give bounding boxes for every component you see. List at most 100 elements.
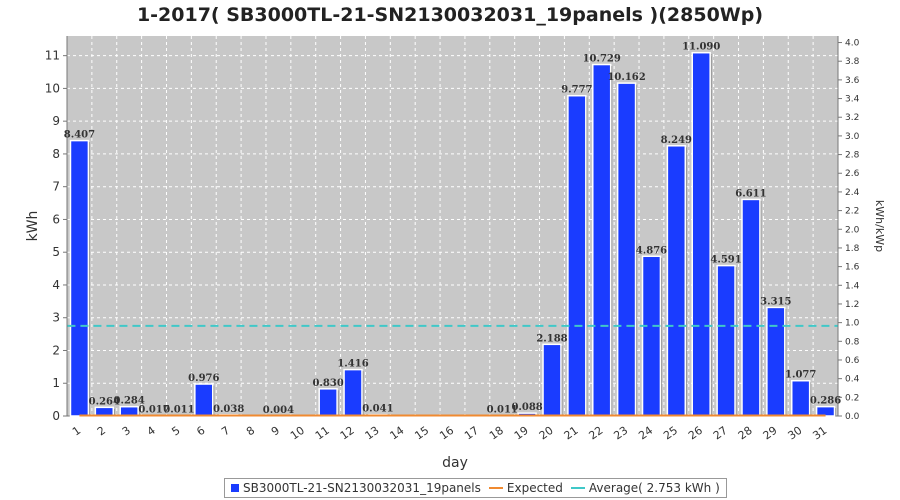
data-label: 10.162 xyxy=(607,72,645,83)
y2-tick-label: 3.8 xyxy=(845,57,860,67)
bar xyxy=(616,82,637,417)
x-tick-label: 4 xyxy=(145,424,158,439)
y2-tick-label: 2.4 xyxy=(845,188,860,198)
y-tick-label: 4 xyxy=(52,278,60,292)
y-tick-label: 10 xyxy=(45,81,60,95)
x-tick-label: 1 xyxy=(70,424,83,439)
x-tick-label: 13 xyxy=(363,424,382,443)
bar xyxy=(790,379,811,417)
y2-tick-label: 2.2 xyxy=(845,207,859,217)
chart-legend: SB3000TL-21-SN2130032031_19panels Expect… xyxy=(224,478,727,498)
y2-tick-label: 1.6 xyxy=(845,263,860,273)
y2-tick-label: 3.6 xyxy=(845,76,860,86)
x-tick-label: 14 xyxy=(388,424,407,443)
data-label: 0.284 xyxy=(114,396,145,407)
data-label: 0.011 xyxy=(487,405,518,416)
y2-axis-title: kWh/kWp xyxy=(873,200,886,252)
x-tick-label: 8 xyxy=(244,424,257,439)
y2-tick-label: 0.8 xyxy=(845,337,860,347)
x-tick-label: 6 xyxy=(194,424,207,439)
data-label: 0.830 xyxy=(312,378,343,389)
y2-tick-label: 1.8 xyxy=(845,244,860,254)
y-tick-label: 1 xyxy=(52,376,60,390)
x-tick-label: 5 xyxy=(169,424,182,439)
bar xyxy=(666,145,687,417)
x-tick-label: 24 xyxy=(636,424,655,443)
data-label: 2.188 xyxy=(536,333,567,344)
y-tick-label: 2 xyxy=(52,343,60,357)
x-tick-label: 10 xyxy=(288,424,307,443)
chart-title: 1-2017( SB3000TL-21-SN2130032031_19panel… xyxy=(136,4,764,26)
x-tick-label: 12 xyxy=(338,424,357,443)
x-tick-label: 17 xyxy=(462,424,481,443)
data-label: 11.090 xyxy=(682,42,720,53)
data-label: 1.416 xyxy=(337,359,368,370)
x-tick-label: 20 xyxy=(537,424,556,443)
y2-tick-label: 0.4 xyxy=(845,375,860,385)
x-tick-label: 2 xyxy=(95,424,108,439)
bar xyxy=(69,139,90,417)
bar xyxy=(592,63,612,417)
y2-tick-label: 3.2 xyxy=(845,113,859,123)
x-tick-label: 11 xyxy=(313,424,332,443)
x-tick-label: 25 xyxy=(661,424,680,443)
y2-tick-label: 3.0 xyxy=(845,132,860,142)
bar xyxy=(691,51,711,417)
y2-tick-label: 1.2 xyxy=(845,300,859,310)
x-tick-label: 26 xyxy=(686,424,705,443)
bar xyxy=(343,368,363,417)
x-tick-label: 29 xyxy=(761,424,780,443)
x-tick-label: 7 xyxy=(219,424,232,439)
data-label: 0.011 xyxy=(163,405,194,416)
legend-swatch-inverter xyxy=(231,484,239,492)
x-axis-title: day xyxy=(442,455,468,471)
y2-tick-label: 4.0 xyxy=(845,39,860,49)
legend-swatch-average xyxy=(570,487,585,489)
x-tick-label: 23 xyxy=(611,424,630,443)
x-tick-label: 9 xyxy=(269,424,282,439)
y-tick-label: 0 xyxy=(52,409,60,423)
data-label: 8.407 xyxy=(64,130,95,141)
data-label: 0.041 xyxy=(362,404,393,415)
bar xyxy=(542,343,562,417)
bar xyxy=(318,388,338,417)
data-label: 3.315 xyxy=(760,296,791,307)
x-tick-label: 21 xyxy=(562,424,581,443)
data-label: 0.976 xyxy=(188,373,219,384)
bar xyxy=(567,94,587,417)
x-tick-label: 15 xyxy=(412,424,431,443)
legend-item-expected: Expected xyxy=(488,481,563,495)
y-tick-label: 3 xyxy=(52,311,60,325)
bar xyxy=(194,383,214,417)
legend-label-inverter: SB3000TL-21-SN2130032031_19panels xyxy=(243,481,481,495)
data-label: 0.286 xyxy=(810,396,841,407)
data-label: 0.264 xyxy=(89,396,120,407)
x-tick-label: 16 xyxy=(437,424,456,443)
y2-tick-label: 2.0 xyxy=(845,225,860,235)
y-tick-label: 9 xyxy=(52,114,60,128)
y2-tick-label: 0.6 xyxy=(845,356,860,366)
y-tick-label: 11 xyxy=(45,49,60,63)
bar xyxy=(641,255,662,417)
x-tick-label: 28 xyxy=(736,424,755,443)
x-tick-label: 3 xyxy=(120,424,133,439)
data-label: 0.017 xyxy=(138,404,169,415)
y-tick-label: 6 xyxy=(52,212,60,226)
y2-tick-label: 0.2 xyxy=(845,393,859,403)
data-label: 6.611 xyxy=(735,188,766,199)
data-label: 0.038 xyxy=(213,404,244,415)
x-tick-label: 31 xyxy=(810,424,829,443)
bar xyxy=(766,306,786,417)
data-label: 9.777 xyxy=(561,85,592,96)
y-axis-title: kWh xyxy=(25,211,41,242)
data-label: 0.088 xyxy=(511,402,542,413)
x-tick-label: 30 xyxy=(785,424,804,443)
legend-item-average: Average( 2.753 kWh ) xyxy=(570,481,720,495)
bar xyxy=(741,198,761,417)
y2-tick-label: 1.0 xyxy=(845,319,860,329)
data-label: 8.249 xyxy=(661,135,692,146)
y2-tick-label: 2.6 xyxy=(845,169,860,179)
x-tick-label: 27 xyxy=(711,424,730,443)
legend-label-average: Average( 2.753 kWh ) xyxy=(588,481,720,495)
